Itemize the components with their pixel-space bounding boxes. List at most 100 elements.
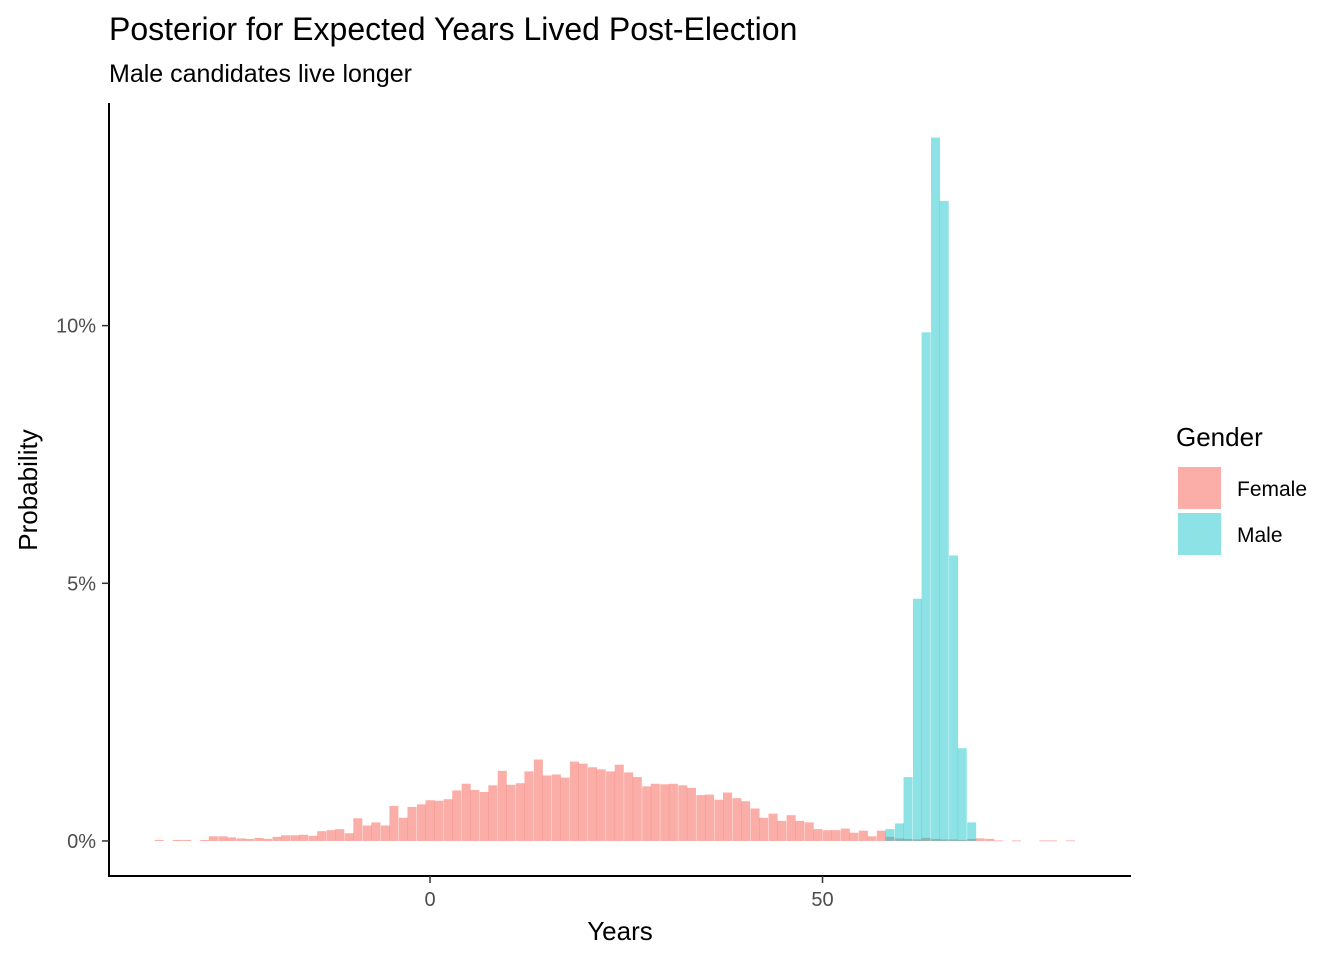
female-bar-5 — [218, 836, 228, 841]
female-bar-39 — [524, 771, 534, 841]
male-bar-8 — [957, 748, 967, 841]
female-bar-34 — [479, 792, 489, 841]
female-bar-79 — [885, 836, 895, 841]
female-bar-61 — [723, 792, 733, 841]
female-bar-29 — [434, 800, 444, 841]
female-bar-69 — [795, 820, 805, 841]
male-bar-2 — [903, 777, 913, 841]
female-bar-91 — [993, 840, 1003, 842]
female-bar-65 — [759, 817, 769, 841]
female-bar-36 — [497, 770, 507, 841]
female-bar-27 — [416, 804, 426, 841]
female-bar-25 — [398, 817, 408, 841]
female-bar-64 — [750, 808, 760, 841]
legend-title: Gender — [1176, 422, 1263, 452]
y-tick-label: 0% — [67, 831, 96, 853]
female-bar-42 — [551, 774, 561, 841]
female-bar-82 — [912, 839, 923, 841]
male-bar-0 — [885, 829, 895, 841]
female-bar-67 — [777, 820, 787, 841]
female-bar-20 — [353, 818, 363, 841]
legend-key-male — [1178, 513, 1221, 555]
female-bar-45 — [578, 763, 588, 841]
male-bar-6 — [939, 200, 949, 841]
female-bar-6 — [226, 837, 236, 841]
legend: Gender Female Male — [1176, 422, 1307, 555]
female-bar-60 — [714, 799, 724, 841]
female-bar-52 — [642, 786, 652, 841]
female-bar-59 — [704, 794, 714, 841]
x-tick-label: 0 — [424, 889, 435, 911]
female-bar-23 — [380, 825, 390, 841]
female-bar-78 — [876, 830, 886, 841]
y-axis-label: Probability — [13, 429, 43, 550]
female-bar-46 — [588, 767, 598, 841]
female-bar-66 — [768, 813, 778, 841]
female-bar-40 — [533, 759, 543, 841]
legend-key-female — [1178, 467, 1221, 509]
female-bar-55 — [668, 783, 678, 841]
female-bar-12 — [281, 835, 291, 841]
female-bar-93 — [1039, 840, 1049, 842]
female-bar-31 — [452, 790, 462, 841]
female-bar-77 — [867, 836, 877, 841]
female-bar-88 — [967, 838, 977, 841]
female-bar-76 — [858, 830, 868, 841]
female-bar-81 — [903, 838, 913, 841]
female-bar-49 — [614, 764, 624, 841]
female-bar-3 — [200, 839, 210, 841]
female-bar-89 — [975, 838, 985, 841]
female-bar-17 — [326, 830, 336, 841]
female-bar-58 — [696, 795, 706, 841]
female-bar-13 — [290, 835, 300, 841]
female-bar-51 — [632, 777, 642, 841]
female-bar-90 — [985, 838, 995, 841]
female-bar-35 — [488, 785, 498, 841]
female-bar-2 — [182, 839, 192, 841]
male-bar-1 — [894, 823, 904, 841]
axes-layer — [108, 103, 1131, 877]
female-bar-94 — [1047, 840, 1058, 842]
female-bar-68 — [786, 815, 796, 841]
female-bar-14 — [299, 834, 309, 841]
female-bar-33 — [470, 789, 480, 841]
female-bar-85 — [939, 839, 949, 841]
female-bar-8 — [244, 838, 255, 841]
female-bar-50 — [624, 772, 634, 841]
legend-label-female: Female — [1237, 478, 1307, 501]
female-bar-73 — [831, 830, 841, 841]
female-bar-63 — [741, 801, 751, 841]
female-bar-75 — [849, 832, 859, 841]
ticks-layer: 0 50 0% 5% 10% — [56, 316, 834, 911]
male-bar-4 — [921, 332, 931, 841]
female-bar-21 — [362, 825, 372, 841]
female-bar-71 — [813, 829, 823, 841]
female-bar-0 — [154, 839, 164, 841]
female-bar-28 — [425, 800, 435, 841]
female-bar-86 — [949, 839, 959, 841]
female-bar-43 — [560, 777, 570, 841]
female-bar-38 — [515, 783, 525, 841]
female-bar-48 — [606, 771, 616, 841]
female-bar-83 — [921, 837, 931, 841]
chart-title: Posterior for Expected Years Lived Post-… — [109, 11, 797, 47]
female-bar-87 — [957, 839, 967, 841]
female-bar-4 — [208, 836, 218, 841]
female-bar-70 — [804, 822, 814, 841]
female-bar-56 — [678, 785, 688, 841]
female-bar-62 — [732, 798, 742, 841]
female-bar-24 — [389, 805, 399, 841]
x-tick-label: 50 — [811, 889, 833, 911]
female-bar-19 — [344, 833, 354, 841]
y-tick-label: 10% — [56, 316, 96, 338]
female-bar-47 — [596, 769, 606, 841]
female-bar-32 — [461, 783, 471, 841]
female-bar-16 — [317, 831, 327, 841]
bars-layer — [154, 137, 1076, 842]
female-bar-1 — [172, 839, 182, 841]
female-bar-10 — [263, 838, 273, 841]
female-bar-15 — [308, 835, 318, 841]
female-bar-7 — [236, 838, 246, 841]
y-tick-label: 5% — [67, 573, 96, 595]
